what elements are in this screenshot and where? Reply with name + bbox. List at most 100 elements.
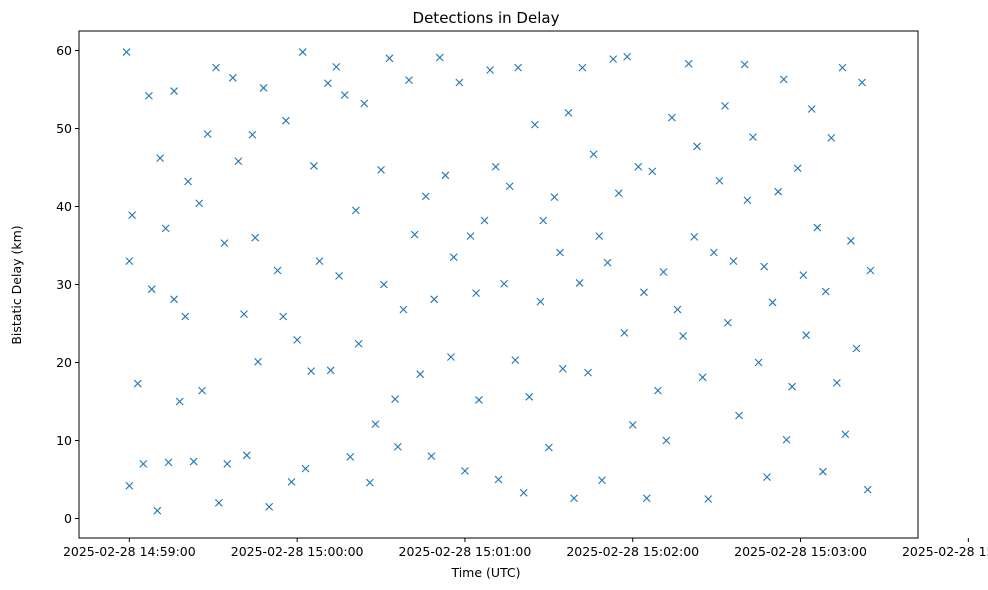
data-point-marker	[544, 443, 553, 452]
data-point-marker	[133, 379, 142, 388]
data-point-marker	[326, 366, 335, 375]
data-point-marker	[570, 494, 578, 503]
data-point-marker	[642, 494, 651, 503]
data-point-marker	[662, 436, 671, 445]
data-point-marker	[228, 73, 237, 82]
data-point-marker	[282, 116, 290, 125]
data-point-marker	[346, 452, 355, 461]
data-point-marker	[391, 395, 399, 404]
data-point-marker	[634, 162, 643, 171]
data-point-marker	[385, 54, 394, 63]
data-point-marker	[793, 164, 802, 173]
data-point-marker	[427, 452, 436, 460]
data-point-marker	[779, 75, 788, 84]
data-point-marker	[184, 177, 192, 186]
y-tick-label: 60	[56, 43, 72, 58]
x-axis-label: Time (UTC)	[450, 565, 520, 580]
data-point-marker	[125, 257, 134, 265]
data-point-marker	[181, 312, 190, 321]
x-axis-ticks: 2025-02-28 14:59:00 2025-02-28 15:00:00 20…	[63, 538, 988, 559]
data-point-marker	[447, 353, 455, 361]
data-point-marker	[866, 266, 875, 275]
data-point-marker	[139, 460, 148, 468]
data-point-marker	[735, 411, 743, 420]
data-point-marker	[273, 266, 282, 275]
y-tick-label: 30	[56, 277, 72, 292]
data-point-marker	[307, 367, 316, 375]
data-point-marker	[259, 84, 268, 92]
data-point-marker	[254, 357, 262, 366]
data-point-marker	[214, 499, 223, 507]
data-point-marker	[584, 368, 592, 377]
data-point-marker	[156, 154, 164, 163]
data-point-marker	[511, 356, 520, 365]
data-point-marker	[788, 382, 797, 391]
y-tick-label: 0	[64, 511, 72, 526]
data-point-marker	[461, 467, 469, 475]
data-point-marker	[153, 506, 162, 515]
data-point-marker	[449, 253, 458, 262]
y-tick-label: 50	[56, 121, 72, 136]
y-axis-ticks: 0 10 20 30 40 50 60	[56, 43, 79, 526]
data-point-marker	[833, 378, 841, 387]
x-tick-label: 2025-02-28 15:04:00	[902, 544, 988, 559]
data-point-marker	[721, 101, 729, 110]
data-point-marker	[743, 196, 752, 205]
data-point-marker	[564, 109, 573, 117]
data-point-marker	[514, 63, 522, 72]
data-point-marker	[125, 481, 134, 490]
data-point-marker	[623, 52, 632, 61]
y-tick-label: 10	[56, 433, 72, 448]
data-point-marker	[827, 133, 836, 142]
data-point-marker	[539, 216, 548, 225]
data-point-marker	[550, 193, 559, 202]
data-point-marker	[430, 295, 439, 304]
data-point-marker	[421, 192, 430, 201]
data-point-marker	[754, 358, 763, 367]
data-point-marker	[556, 248, 564, 257]
data-point-marker	[846, 236, 855, 245]
data-point-marker	[782, 435, 791, 444]
data-point-marker	[161, 224, 170, 233]
data-point-marker	[858, 78, 866, 87]
data-point-marker	[763, 473, 771, 482]
data-point-marker	[525, 392, 534, 401]
data-point-marker	[760, 262, 769, 271]
data-point-marker	[536, 297, 545, 306]
data-point-marker	[399, 305, 408, 314]
y-tick-label: 20	[56, 355, 72, 370]
data-point-marker	[170, 295, 178, 304]
data-point-marker	[435, 53, 444, 62]
data-point-marker	[640, 288, 648, 297]
data-point-marker	[335, 272, 343, 280]
x-tick-label: 2025-02-28 15:00:00	[231, 544, 364, 559]
data-point-marker	[578, 63, 587, 72]
data-point-marker	[620, 328, 629, 337]
data-point-marker	[673, 305, 682, 314]
data-point-marker	[324, 79, 332, 88]
data-point-marker	[472, 289, 481, 297]
data-point-marker	[813, 223, 822, 232]
data-point-marker	[147, 285, 156, 294]
data-point-marker	[175, 397, 184, 406]
data-point-marker	[242, 451, 251, 460]
data-point-marker	[614, 189, 623, 198]
data-point-marker	[122, 48, 131, 56]
y-axis-label: Bistatic Delay (km)	[9, 225, 24, 344]
data-point-marker	[690, 233, 699, 241]
data-point-marker	[332, 62, 341, 71]
x-tick-label: 2025-02-28 15:02:00	[566, 544, 699, 559]
data-point-marker	[500, 279, 508, 288]
data-point-marker	[301, 464, 310, 473]
data-point-marker	[393, 442, 402, 451]
data-point-marker	[234, 157, 243, 166]
data-point-marker	[315, 257, 324, 265]
data-point-marker	[802, 331, 811, 340]
data-point-marker	[265, 502, 274, 511]
data-point-marker	[819, 467, 827, 476]
chart-title: Detections in Delay	[413, 9, 560, 27]
data-point-marker	[164, 458, 173, 467]
data-point-marker	[841, 430, 850, 439]
data-point-marker	[863, 485, 872, 494]
